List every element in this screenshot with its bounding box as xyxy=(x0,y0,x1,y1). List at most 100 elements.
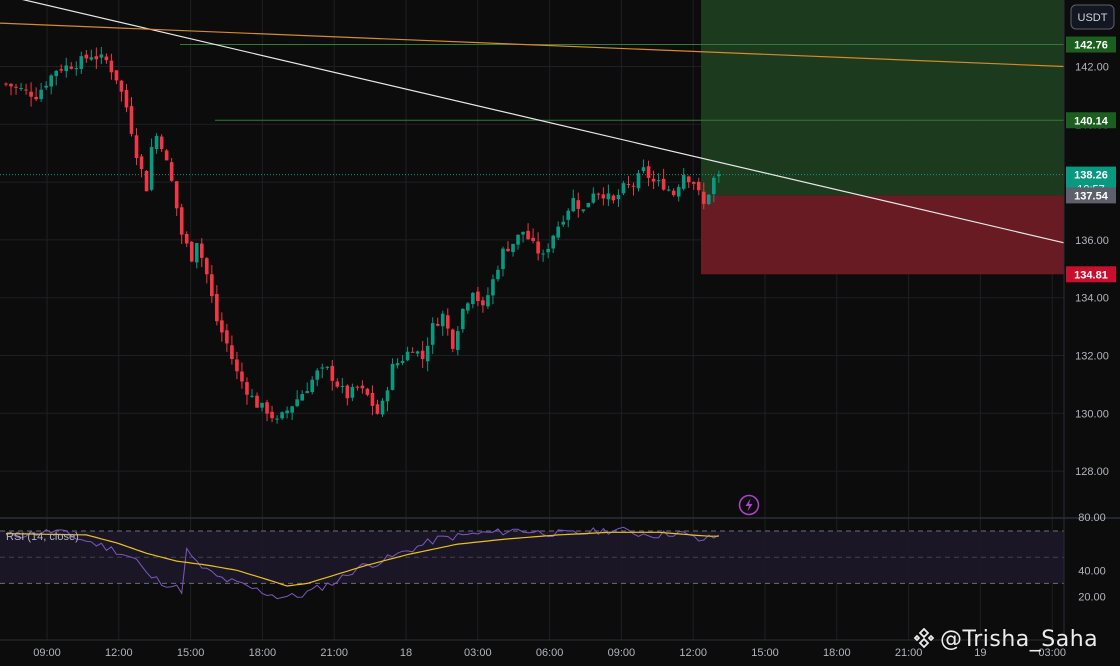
candle xyxy=(596,192,601,200)
candle-body xyxy=(611,195,616,201)
candle-body xyxy=(275,418,279,420)
candle-body xyxy=(9,83,13,87)
candle-body xyxy=(19,88,23,90)
candle xyxy=(435,317,440,327)
candle-body xyxy=(501,248,505,270)
candle xyxy=(330,359,335,391)
rsi-pane xyxy=(0,526,1064,600)
candle xyxy=(636,170,641,192)
candle xyxy=(646,160,651,187)
candle xyxy=(696,177,701,196)
candle-body xyxy=(405,351,410,361)
candle xyxy=(661,168,666,191)
candle xyxy=(686,175,691,189)
candle xyxy=(255,392,259,408)
candle xyxy=(89,49,94,61)
candle-body xyxy=(415,351,420,354)
candle-body xyxy=(240,371,244,382)
candle-body xyxy=(712,177,716,195)
profit-zone xyxy=(701,0,1064,196)
candle-body xyxy=(420,350,425,360)
candle xyxy=(576,192,581,218)
trendlines[interactable] xyxy=(0,0,1065,244)
candle-body xyxy=(531,237,535,241)
rsi-label: RSI (14, close) xyxy=(6,531,79,543)
candle xyxy=(300,390,304,401)
candle-body xyxy=(49,75,53,87)
candle-body xyxy=(616,195,621,200)
candle xyxy=(19,82,23,92)
candle-body xyxy=(134,135,139,159)
candle-body xyxy=(571,198,576,212)
candle-body xyxy=(255,395,259,408)
candle xyxy=(526,223,530,241)
candle xyxy=(320,363,325,379)
candle xyxy=(405,346,410,362)
price-label-badge xyxy=(1066,36,1116,53)
candle-body xyxy=(64,65,69,72)
lightning-bolt-icon[interactable] xyxy=(738,494,760,516)
candle-body xyxy=(114,70,119,81)
candle xyxy=(59,64,64,73)
candle-body xyxy=(335,381,340,387)
candle-body xyxy=(541,253,545,255)
candle xyxy=(270,405,274,423)
candle-body xyxy=(375,404,380,414)
candle-body xyxy=(169,162,174,181)
candle xyxy=(591,187,596,204)
candle-body xyxy=(466,303,470,311)
candle xyxy=(84,50,89,63)
candle-body xyxy=(430,323,435,345)
time-tick-label: 09:00 xyxy=(608,647,636,659)
watermark: @Trisha_Saha xyxy=(912,626,1098,652)
candle xyxy=(471,291,475,309)
loss-zone xyxy=(701,195,1064,275)
candle-body xyxy=(154,135,159,149)
candle xyxy=(521,231,525,243)
candle xyxy=(199,238,204,268)
candle-body xyxy=(24,89,28,91)
candle xyxy=(626,175,631,189)
candle xyxy=(506,241,510,252)
candle xyxy=(14,83,18,95)
candle xyxy=(189,240,194,263)
candle xyxy=(215,285,219,326)
candle xyxy=(707,194,711,206)
time-axis[interactable]: 09:00 12:00 15:00 18:00 21:00 18 03:00 06:00 09:… xyxy=(33,647,1066,659)
candle xyxy=(395,358,400,369)
price-tick-label: 142.00 xyxy=(1075,62,1109,74)
candle-body xyxy=(601,194,606,199)
candle-body xyxy=(139,156,144,169)
candle xyxy=(681,168,686,191)
candle xyxy=(656,173,661,187)
candle xyxy=(586,202,591,208)
time-tick-label: 03:00 xyxy=(1038,647,1066,659)
candle xyxy=(230,335,234,365)
candle xyxy=(245,377,249,405)
candle-body xyxy=(310,379,315,393)
candle xyxy=(616,189,621,207)
candle-body xyxy=(551,235,555,249)
candle-body xyxy=(29,91,33,97)
candle xyxy=(9,83,13,96)
rsi-axis[interactable]: 80.00 40.00 20.00 xyxy=(1078,512,1106,604)
candle-body xyxy=(295,399,299,407)
candle xyxy=(350,383,355,402)
candle xyxy=(124,84,129,113)
candle xyxy=(375,399,380,415)
candle xyxy=(691,181,696,190)
candle-body xyxy=(194,243,199,263)
candle-body xyxy=(385,390,390,402)
candle-body xyxy=(450,329,455,349)
time-tick-label: 21:00 xyxy=(895,647,923,659)
candle xyxy=(631,182,636,196)
candle-body xyxy=(320,367,325,369)
price-label-profit-level: 140.14 xyxy=(1066,112,1116,129)
candle-body xyxy=(606,193,611,200)
price-label-badge xyxy=(1066,266,1116,283)
candle xyxy=(184,231,189,248)
candle xyxy=(305,382,309,394)
currency-button[interactable]: USDT xyxy=(1070,4,1115,30)
candle xyxy=(676,184,681,202)
